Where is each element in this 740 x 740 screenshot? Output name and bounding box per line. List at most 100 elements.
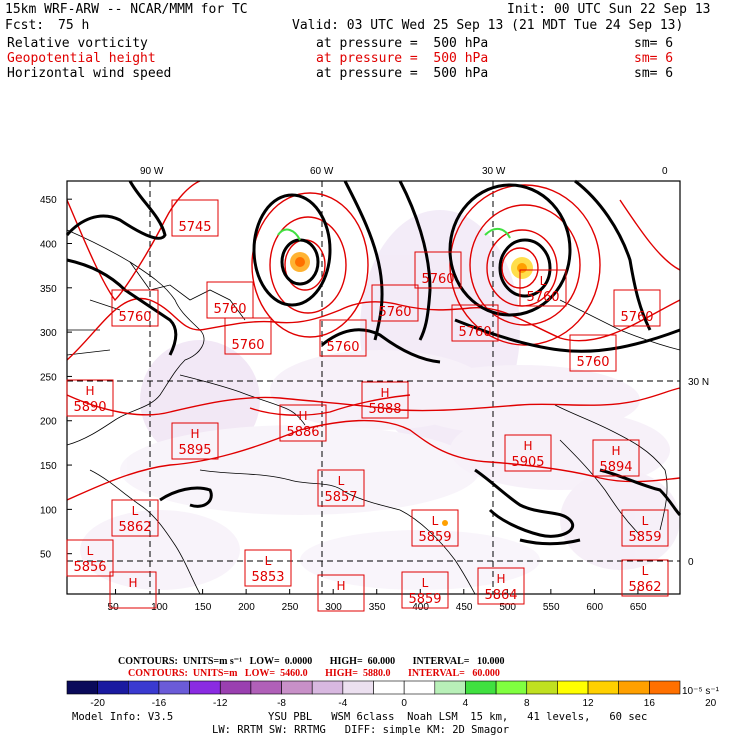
height-kind: H: [190, 427, 199, 441]
height-labels: 5745 5760 5760 5760 5760 5760 5760 5760 5760 5760…: [66, 199, 669, 612]
field-3-name: Horizontal wind speed: [7, 66, 172, 81]
height-kind: L: [87, 544, 94, 558]
colorbar-label: 4: [463, 698, 469, 709]
height-value: 5760: [576, 355, 609, 370]
field-1-name: Relative vorticity: [7, 36, 148, 51]
height-label-box: H 5894: [592, 439, 640, 477]
height-value: 5745: [178, 220, 211, 235]
y-tick-label: 200: [40, 417, 57, 428]
height-label-box: H 5895: [171, 422, 219, 460]
wind-contour-info: CONTOURS: UNITS=m s⁻¹ LOW= 0.0000 HIGH= …: [118, 656, 505, 667]
height-kind: L: [432, 514, 439, 528]
colorbar-swatch: [250, 680, 282, 695]
height-value: 5760: [620, 310, 653, 325]
colorbar-label: -20: [90, 698, 105, 709]
height-contour-info: CONTOURS: UNITS=m LOW= 5460.0 HIGH= 5880…: [128, 668, 500, 679]
colorbar-swatch: [403, 680, 436, 695]
wind-contours: [65, 179, 682, 546]
lon-label-0: 0: [662, 166, 668, 177]
colorbar-swatch: [281, 680, 313, 695]
colorbar-label: -4: [338, 698, 347, 709]
lon-label-30w: 30 W: [482, 166, 506, 177]
colorbar-swatch: [434, 680, 466, 695]
height-label-box: L 5862: [111, 499, 159, 537]
height-value: 5895: [178, 443, 211, 458]
height-kind: L: [422, 576, 429, 590]
x-tick-label: 100: [151, 602, 168, 613]
colorbar-swatch: [618, 680, 650, 695]
y-tick-label: 50: [40, 550, 52, 561]
colorbar-units: 10⁻⁵ s⁻¹: [682, 686, 720, 697]
y-tick-label: 250: [40, 372, 57, 383]
height-value: 5864: [484, 588, 517, 603]
field-2-name: Geopotential height: [7, 51, 156, 66]
height-value: 5856: [73, 560, 106, 575]
height-label-box: H 5905: [504, 434, 552, 472]
height-value: 5760: [326, 340, 359, 355]
height-label-box: L 5853: [244, 549, 292, 587]
field-1-sm: sm= 6: [634, 36, 674, 51]
height-kind: L: [265, 554, 272, 568]
height-label-box: 5760: [371, 284, 419, 322]
height-label-box: H 5864: [477, 567, 525, 605]
height-value: 5862: [628, 580, 661, 595]
height-kind: L: [132, 504, 139, 518]
height-value: 5859: [628, 530, 661, 545]
field-2-sm: sm= 6: [634, 51, 674, 66]
colorbar-swatch: [342, 680, 374, 695]
model-info: Model Info: V3.5: [72, 711, 174, 723]
colorbar-swatch: [158, 680, 190, 695]
x-tick-label: 550: [543, 602, 560, 613]
x-tick-label: 250: [282, 602, 299, 613]
height-kind: L: [338, 474, 345, 488]
height-value: 5905: [511, 455, 544, 470]
x-tick-label: 350: [369, 602, 386, 613]
field-3-sm: sm= 6: [634, 66, 674, 81]
height-label-box: L 5760: [519, 269, 567, 307]
height-label-box: 5760: [319, 319, 367, 357]
colorbar-label: 8: [524, 698, 530, 709]
height-value: 5862: [118, 520, 151, 535]
height-kind: L: [642, 564, 649, 578]
colorbar-swatch: [465, 680, 497, 695]
y-tick-label: 300: [40, 328, 57, 339]
height-kind: H: [496, 572, 505, 586]
field-3-level: at pressure = 500 hPa: [316, 66, 489, 81]
height-value: 5760: [421, 272, 454, 287]
height-value: 5857: [324, 490, 357, 505]
height-kind: H: [523, 439, 532, 453]
height-label-box: 5760: [224, 317, 272, 355]
height-label-box: L 5859: [401, 571, 449, 609]
y-tick-label: 400: [40, 239, 57, 250]
height-label-box: H 5886: [279, 404, 327, 442]
y-tick-label: 150: [40, 461, 57, 472]
colorbar-swatch: [311, 680, 344, 695]
lon-label-90w: 90 W: [140, 166, 164, 177]
height-label-box: L 5859: [621, 509, 669, 547]
colorbar-swatch: [128, 680, 160, 695]
colorbar-swatch: [526, 680, 558, 695]
height-label-box: 5760: [111, 289, 159, 327]
colorbar-label: 0: [401, 698, 407, 709]
colorbar-swatch: [587, 680, 619, 695]
height-label-box: L 5856: [66, 539, 114, 577]
height-kind: H: [128, 576, 137, 590]
height-value: 5853: [251, 570, 284, 585]
height-kind: H: [380, 386, 389, 400]
x-tick-label: 150: [195, 602, 212, 613]
lat-label-0: 0: [688, 557, 694, 568]
height-label-box: L 5859: [411, 509, 459, 547]
x-tick-label: 650: [630, 602, 647, 613]
colorbar-swatch: [495, 680, 528, 695]
height-label-box: 5760: [414, 251, 462, 289]
height-value: 5760: [213, 302, 246, 317]
lon-label-60w: 60 W: [310, 166, 334, 177]
init-time: Init: 00 UTC Sun 22 Sep 13: [507, 2, 711, 17]
height-label-box: L 5862: [621, 559, 669, 597]
colorbar-swatch: [649, 680, 681, 695]
height-value: 5760: [231, 338, 264, 353]
colorbar-swatch: [97, 680, 129, 695]
height-value: 5760: [118, 310, 151, 325]
height-label-box: H: [109, 571, 157, 609]
